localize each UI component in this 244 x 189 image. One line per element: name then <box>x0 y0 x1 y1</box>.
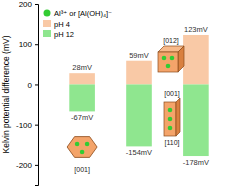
legend-label: Al³⁺ or [Al(OH)₄]⁻ <box>54 9 112 18</box>
tick-label: -200 <box>16 161 33 170</box>
y-tick: -100 <box>16 121 38 130</box>
ion-dot <box>80 150 85 155</box>
tick-mark <box>35 125 38 126</box>
annotation: [001] <box>74 166 90 174</box>
ion-dot <box>168 108 173 113</box>
data-label: -178mV <box>183 158 209 167</box>
bar <box>126 84 152 146</box>
legend-label: pH 12 <box>54 30 74 39</box>
bar <box>69 84 95 111</box>
ion-dot <box>162 56 167 61</box>
cube-front <box>158 52 178 72</box>
tick-label: -100 <box>16 121 33 130</box>
annotation: [110] <box>164 139 179 147</box>
y-tick: 200 <box>19 0 38 9</box>
legend: Al³⁺ or [Al(OH)₄]⁻ pH 4pH 12 <box>43 9 112 39</box>
legend-label: pH 4 <box>54 20 70 29</box>
hexagon <box>67 137 97 158</box>
ion-dot <box>166 64 171 69</box>
y-tick: -200 <box>16 161 38 170</box>
bar <box>183 35 209 84</box>
illustrations: [001] [012] [001] [110] <box>67 37 184 174</box>
tick-label: 200 <box>19 0 33 9</box>
annotation: [001] <box>164 90 180 98</box>
tick-mark <box>35 4 38 5</box>
ion-dot <box>170 56 175 61</box>
y-tick: 0 <box>28 81 38 90</box>
legend-swatch <box>43 20 51 27</box>
y-axis: -200 -100 0 100 200 <box>16 0 39 185</box>
data-label: 123mV <box>184 25 208 34</box>
data-label: -154mV <box>126 148 152 157</box>
tall-box <box>164 102 176 136</box>
ion-dot <box>75 142 80 147</box>
y-axis-line <box>35 5 39 186</box>
y-title: Kelvin potential difference (mV) <box>1 35 11 153</box>
data-label: 28mV <box>72 63 92 72</box>
plot: -200 -100 0 100 200 28mV 59mV 123mV -67mV -154mV -… <box>16 0 209 185</box>
tick-label: 0 <box>28 81 33 90</box>
tick-mark <box>35 44 38 45</box>
cube-side <box>178 46 184 72</box>
annotation: [012] <box>163 37 179 45</box>
data-label: -67mV <box>71 113 93 122</box>
y-tick: 100 <box>19 40 38 49</box>
tick-mark <box>35 84 38 85</box>
data-label: 59mV <box>129 51 149 60</box>
bar <box>126 61 152 85</box>
bar <box>183 84 209 156</box>
legend-symbol <box>44 10 51 17</box>
bar <box>69 73 95 84</box>
tick-mark <box>35 165 38 166</box>
chart: -200 -100 0 100 200 28mV 59mV 123mV -67mV -154mV -… <box>0 0 244 189</box>
ion-dot <box>168 117 173 122</box>
ion-dot <box>85 142 90 147</box>
tick-label: 100 <box>19 40 33 49</box>
legend-swatch <box>43 30 51 37</box>
tall-box-side <box>176 98 180 136</box>
ion-dot <box>168 126 173 131</box>
